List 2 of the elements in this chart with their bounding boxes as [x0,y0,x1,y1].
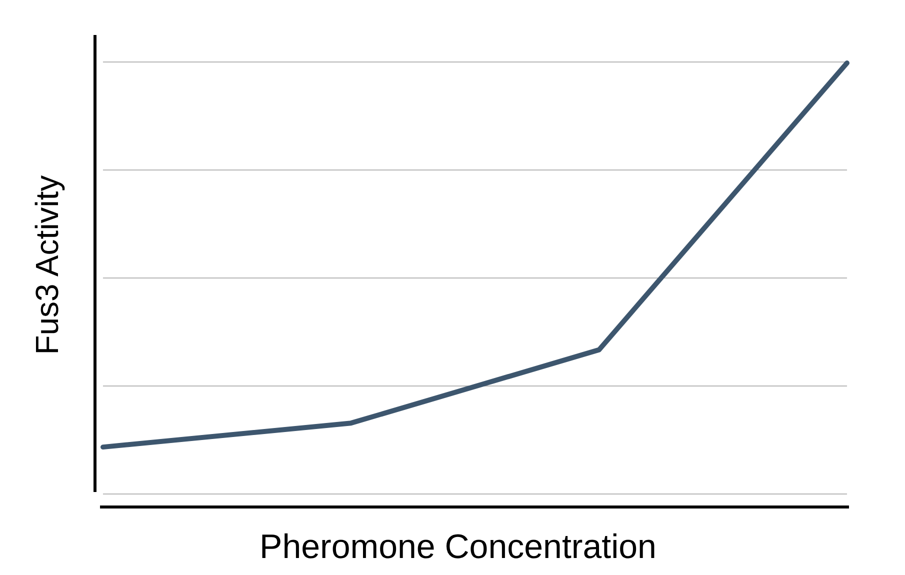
y-axis-title: Fus3 Activity [29,175,65,355]
x-axis-title: Pheromone Concentration [260,528,656,566]
